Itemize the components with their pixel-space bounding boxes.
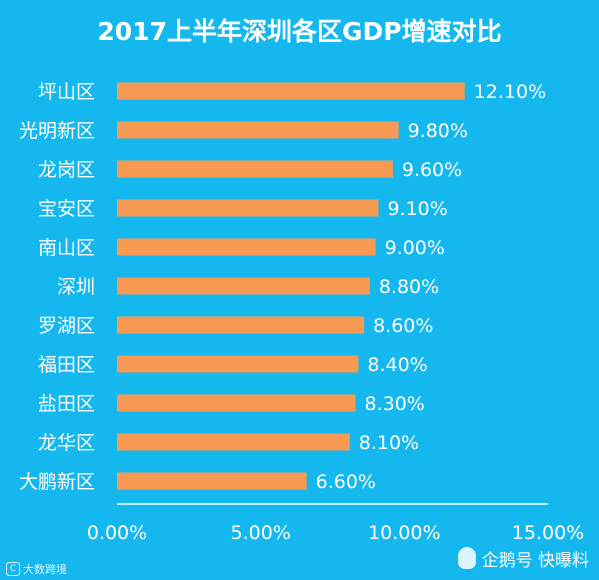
- bar: [117, 472, 307, 490]
- bar: [117, 121, 399, 139]
- data-label: 8.30%: [364, 393, 424, 415]
- x-tick-label: 15.00%: [512, 522, 584, 544]
- data-label: 12.10%: [474, 81, 546, 103]
- chart-title: 2017上半年深圳各区GDP增速对比: [97, 17, 501, 46]
- bar: [117, 394, 356, 412]
- x-axis-ticks: 0.00% 5.00% 10.00% 15.00%: [87, 522, 584, 544]
- data-label: 6.60%: [316, 471, 376, 493]
- category-label: 宝安区: [38, 198, 95, 220]
- brand-logo-icon: C: [6, 562, 20, 576]
- data-label: 9.80%: [408, 120, 468, 142]
- category-label: 龙岗区: [38, 159, 95, 181]
- data-label: 8.80%: [379, 276, 439, 298]
- data-label: 8.10%: [359, 432, 419, 454]
- x-tick-label: 0.00%: [87, 522, 147, 544]
- bar: [117, 82, 465, 100]
- watermark-left-text: 大数跨境: [23, 563, 67, 576]
- watermark-left: C 大数跨境: [6, 560, 67, 578]
- data-label: 9.60%: [402, 159, 462, 181]
- category-label: 盐田区: [38, 393, 95, 415]
- bar: [117, 433, 350, 451]
- category-label: 龙华区: [38, 432, 95, 454]
- bar: [117, 199, 379, 217]
- x-tick-label: 10.00%: [368, 522, 440, 544]
- category-label: 南山区: [38, 237, 95, 259]
- data-label: 9.10%: [387, 198, 447, 220]
- bar: [117, 277, 370, 295]
- bar: [117, 316, 365, 334]
- category-label: 坪山区: [38, 81, 95, 103]
- category-label: 福田区: [38, 354, 95, 376]
- data-label: 9.00%: [385, 237, 445, 259]
- category-label: 光明新区: [19, 120, 95, 142]
- watermark-right: 企鹅号 快曝料: [457, 545, 589, 571]
- category-label: 深圳: [57, 276, 95, 298]
- data-label: 8.40%: [367, 354, 427, 376]
- bar: [117, 238, 376, 256]
- x-tick-label: 5.00%: [230, 522, 290, 544]
- category-label: 罗湖区: [38, 315, 95, 337]
- penguin-icon: [457, 547, 476, 569]
- bar: [117, 355, 359, 373]
- category-label: 大鹏新区: [19, 471, 95, 493]
- bar: [117, 160, 393, 178]
- watermark-right-text: 企鹅号 快曝料: [481, 550, 589, 571]
- data-label: 8.60%: [373, 315, 433, 337]
- bars-layer: 坪山区 12.10% 光明新区 9.80% 龙岗区 9.60% 宝安区 9.10% 南山区 9.0…: [19, 81, 546, 493]
